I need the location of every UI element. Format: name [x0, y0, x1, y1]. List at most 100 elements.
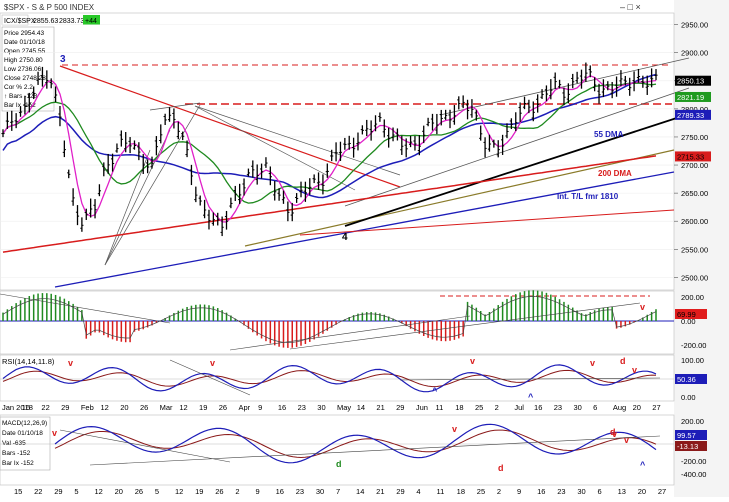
info-price-line: Low 2736.06 — [4, 66, 42, 73]
price-bar — [308, 178, 312, 195]
price-bar — [448, 109, 452, 129]
price-bar — [470, 99, 474, 118]
chart-title: $SPX - S & P 500 INDEX — [4, 3, 95, 12]
osc-y-axis: 200.00 0.00 -200.00 — [681, 293, 706, 350]
price-bar — [435, 113, 439, 135]
price-bar — [325, 163, 329, 178]
x-tick-label-bottom: 6 — [598, 487, 602, 496]
price-bar — [89, 198, 93, 218]
x-axis-bottom: 15 22 29 5 12 20 26 5 12 19 26 2 9 16 23 30 7 14 21 29 4 11 18… — [14, 487, 666, 496]
price-bar — [137, 142, 141, 161]
price-tag-bg — [675, 91, 711, 102]
price-tick-label: 2750.00 — [681, 133, 708, 142]
price-bar — [211, 212, 215, 226]
x-tick-label-top: 21 — [376, 403, 384, 412]
rsi-marker: v — [590, 358, 595, 368]
price-bar — [264, 157, 268, 168]
price-bar — [483, 137, 487, 158]
fan-line-5 — [194, 105, 401, 176]
fan-line-1 — [104, 104, 201, 266]
x-tick-label-top: 23 — [554, 403, 562, 412]
rsi-tick-label: 100.00 — [681, 356, 704, 365]
price-bar — [426, 117, 430, 127]
price-bar — [527, 99, 531, 114]
downtrend-line-red — [59, 65, 401, 188]
price-bar — [150, 156, 154, 169]
price-bar — [119, 130, 123, 147]
price-bar — [584, 62, 588, 82]
price-bar — [14, 113, 18, 129]
window-controls[interactable]: – □ × — [620, 2, 641, 12]
price-tag-bg — [675, 151, 711, 162]
price-bar — [628, 77, 632, 96]
x-tick-label-bottom: 11 — [437, 487, 445, 496]
wave-label-3: 3 — [60, 54, 66, 65]
x-tick-label-top: 20 — [633, 403, 641, 412]
price-bar — [645, 75, 649, 95]
price-bar — [154, 136, 158, 156]
x-tick-label-bottom: 20 — [638, 487, 646, 496]
x-tick-label-top: 30 — [573, 403, 581, 412]
price-bar — [5, 111, 9, 129]
price-bar — [128, 137, 132, 154]
x-tick-label-bottom: 19 — [195, 487, 203, 496]
rsi-trend-1 — [169, 359, 251, 396]
osc-value-tag: 69.99 — [677, 310, 696, 319]
info-macd-line: Val -635 — [2, 440, 26, 447]
price-bar — [159, 124, 163, 144]
price-bar — [185, 140, 189, 158]
price-bar — [404, 138, 408, 158]
channel-line-upper — [439, 57, 690, 116]
price-value-tag: 2715.33 — [677, 152, 704, 161]
x-tick-label-bottom: 16 — [276, 487, 284, 496]
quote-last2: 2833.73 — [59, 18, 84, 25]
macd-tick-label: -400.00 — [681, 470, 706, 479]
info-macd-line: Date 01/10/18 — [2, 430, 43, 437]
price-bar — [360, 125, 364, 135]
price-bar — [132, 140, 137, 150]
symbol-label: ICX/$SPX — [4, 18, 36, 25]
price-tag-bg — [675, 109, 711, 120]
osc-value-tag-bg — [675, 309, 707, 319]
rsi-signal-line — [2, 369, 657, 388]
price-bar — [601, 79, 606, 98]
price-bar — [124, 132, 128, 153]
rsi-marker: ^ — [432, 386, 438, 396]
price-bar — [303, 181, 307, 202]
price-value-tags: 2850.13 2821.19 2789.33 2715.33 — [675, 75, 711, 162]
price-bar — [58, 106, 62, 127]
price-bar — [650, 68, 654, 88]
price-bar — [636, 68, 641, 83]
x-tick-label-top: 20 — [120, 403, 128, 412]
x-tick-label-bottom: 27 — [658, 487, 666, 496]
price-bar — [641, 75, 645, 88]
price-tick-label: 2950.00 — [681, 21, 708, 30]
price-bar — [444, 109, 448, 120]
x-tick-label-top: 11 — [436, 403, 444, 412]
price-bar — [614, 76, 619, 97]
price-bar — [606, 81, 610, 91]
info-price-line: Open 2745.55 — [4, 48, 46, 55]
oscillator-panel: v 200.00 0.00 -200.00 69.99 — [0, 290, 707, 355]
price-bar — [588, 65, 592, 78]
x-tick-label-bottom: 12 — [175, 487, 183, 496]
x-tick-label-top: 25 — [475, 403, 483, 412]
price-bar — [619, 70, 623, 87]
price-bar — [487, 134, 492, 152]
ma-200-line — [2, 155, 657, 253]
price-bar — [566, 83, 570, 104]
price-value-tag: 2789.33 — [677, 111, 704, 120]
price-bar — [181, 131, 185, 141]
macd-y-axis: 200.00 -200.00 -400.00 — [681, 417, 706, 479]
price-bar — [610, 81, 614, 99]
price-bar — [27, 92, 31, 113]
info-price-line: Bar Ix -152 — [4, 102, 36, 109]
price-bar — [53, 86, 58, 103]
rsi-trend-2 — [399, 377, 661, 381]
osc-trend-2 — [229, 315, 471, 351]
x-tick-label-top: May — [337, 403, 351, 412]
x-tick-label-bottom: 30 — [316, 487, 324, 496]
price-bar — [408, 135, 413, 148]
rsi-line — [2, 364, 657, 393]
